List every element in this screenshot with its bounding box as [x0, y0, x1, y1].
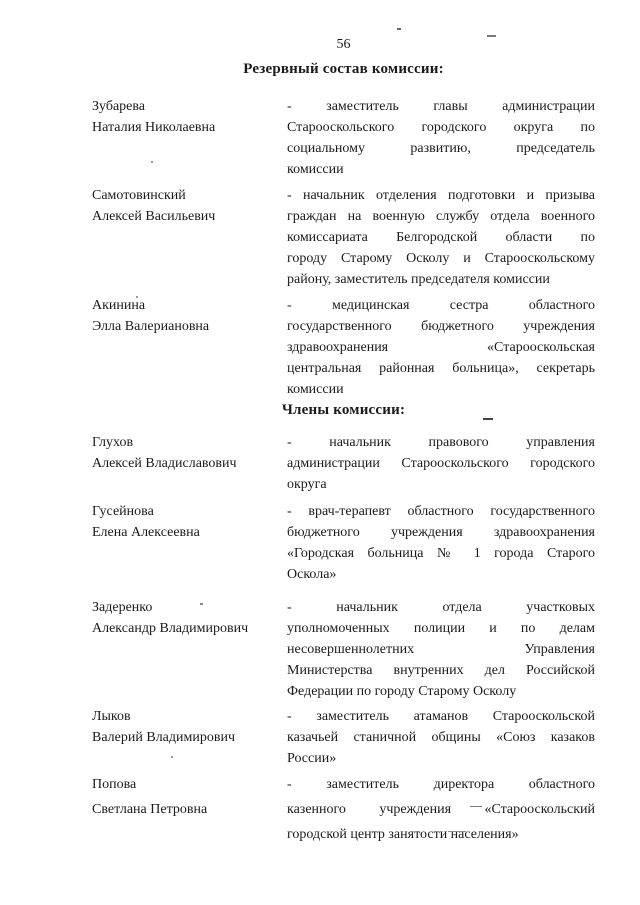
member-name: Акинина Элла Валериановна [92, 295, 287, 400]
scan-artifact [470, 806, 482, 807]
member-surname: Задеренко [92, 600, 153, 615]
scan-artifact [151, 161, 153, 163]
role-line: городу Старому Осколу и Старооскольскому [287, 251, 595, 266]
role-line: администрации Старооскольского городског… [287, 456, 595, 471]
member-given-names: Александр Владимирович [92, 621, 249, 636]
role-line: «Городская больница № 1 города Старого [287, 546, 595, 561]
member-row: Акинина Элла Валериановна - медицинская … [92, 295, 595, 400]
role-line: Старооскольского городского округа по [287, 120, 595, 135]
member-row: Лыков Валерий Владимирович - заместитель… [92, 706, 595, 769]
role-line: округа [287, 477, 327, 492]
scan-artifact [200, 603, 203, 605]
scan-artifact [397, 28, 401, 30]
member-role: - начальник правового управления админис… [287, 432, 595, 495]
role-line: центральная районная больница», секретар… [287, 361, 595, 376]
member-given-names: Алексей Владиславович [92, 456, 237, 471]
member-role: - медицинская сестра областного государс… [287, 295, 595, 400]
member-role: - начальник отдела участковых уполномоче… [287, 597, 595, 702]
member-role: - начальник отделения подготовки и призы… [287, 185, 595, 290]
scan-artifact [171, 756, 173, 758]
role-line: государственного бюджетного учреждения [287, 319, 595, 334]
scan-artifact [448, 831, 466, 832]
member-name: Самотовинский Алексей Васильевич [92, 185, 287, 290]
role-line: граждан на военную службу отдела военног… [287, 209, 595, 224]
member-row: Зубарева Наталия Николаевна - заместител… [92, 96, 595, 180]
member-name: Глухов Алексей Владиславович [92, 432, 287, 495]
role-line: - начальник отдела участковых [287, 600, 595, 615]
member-surname: Гусейнова [92, 504, 154, 519]
page-content: 56 Резервный состав комиссии: Зубарева Н… [92, 37, 595, 847]
member-role: - заместитель директора областного казен… [287, 772, 595, 847]
member-row: Попова Светлана Петровна - заместитель д… [92, 772, 595, 847]
role-line: комиссии [287, 382, 344, 397]
member-role: - заместитель атаманов Старооскольской к… [287, 706, 595, 769]
role-line: - начальник отделения подготовки и призы… [287, 188, 595, 203]
member-given-names: Элла Валериановна [92, 319, 210, 334]
role-line: району, заместитель председателя комисси… [287, 272, 550, 287]
member-name: Задеренко Александр Владимирович [92, 597, 287, 702]
role-line: социальному развитию, председатель [287, 141, 595, 156]
scan-artifact [483, 418, 493, 420]
role-line: - заместитель главы администрации [287, 99, 595, 114]
member-surname: Акинина [92, 298, 146, 313]
member-given-names: Алексей Васильевич [92, 209, 216, 224]
role-line: - заместитель директора областного [287, 777, 595, 792]
role-line: - заместитель атаманов Старооскольской [287, 709, 595, 724]
member-given-names: Валерий Владимирович [92, 730, 236, 745]
section-title-members: Члены комиссии: [281, 402, 406, 418]
role-line: здравоохранения «Старооскольская [287, 340, 595, 355]
member-role: - заместитель главы администрации Староо… [287, 96, 595, 180]
member-given-names: Елена Алексеевна [92, 525, 200, 540]
role-line: городской центр занятости населения» [287, 827, 519, 842]
member-surname: Самотовинский [92, 188, 186, 203]
member-surname: Лыков [92, 709, 131, 724]
section-title-reserve: Резервный состав комиссии: [243, 61, 444, 77]
member-surname: Попова [92, 777, 137, 792]
member-row: Гусейнова Елена Алексеевна - врач-терапе… [92, 501, 595, 585]
role-line: Федерации по городу Старому Осколу [287, 684, 517, 699]
member-role: - врач-терапевт областного государственн… [287, 501, 595, 585]
member-name: Лыков Валерий Владимирович [92, 706, 287, 769]
role-line: России» [287, 751, 337, 766]
role-line: - медицинская сестра областного [287, 298, 595, 313]
member-surname: Глухов [92, 435, 134, 450]
role-line: - начальник правового управления [287, 435, 595, 450]
member-name: Зубарева Наталия Николаевна [92, 96, 287, 180]
page-number: 56 [336, 37, 351, 52]
member-name: Попова Светлана Петровна [92, 772, 287, 847]
member-name: Гусейнова Елена Алексеевна [92, 501, 287, 585]
member-row: Самотовинский Алексей Васильевич - начал… [92, 185, 595, 290]
role-line: комиссии [287, 162, 344, 177]
role-line: комиссариата Белгородской области по [287, 230, 595, 245]
role-line: - врач-терапевт областного государственн… [287, 504, 595, 519]
role-line: несовершеннолетних Управления [287, 642, 595, 657]
role-line: Оскола» [287, 567, 337, 582]
role-line: казачьей станичной общины «Союз казаков [287, 730, 595, 745]
role-line: Министерства внутренних дел Российской [287, 663, 595, 678]
member-row: Задеренко Александр Владимирович - начал… [92, 597, 595, 702]
role-line: бюджетного учреждения здравоохранения [287, 525, 595, 540]
scan-artifact [487, 35, 496, 37]
member-surname: Зубарева [92, 99, 146, 114]
role-line: уполномоченных полиции и по делам [287, 621, 595, 636]
member-given-names: Наталия Николаевна [92, 120, 216, 135]
role-line: казенного учреждения «Старооскольский [287, 802, 595, 817]
member-row: Глухов Алексей Владиславович - начальник… [92, 432, 595, 495]
scan-artifact [136, 296, 138, 298]
member-given-names: Светлана Петровна [92, 802, 208, 817]
